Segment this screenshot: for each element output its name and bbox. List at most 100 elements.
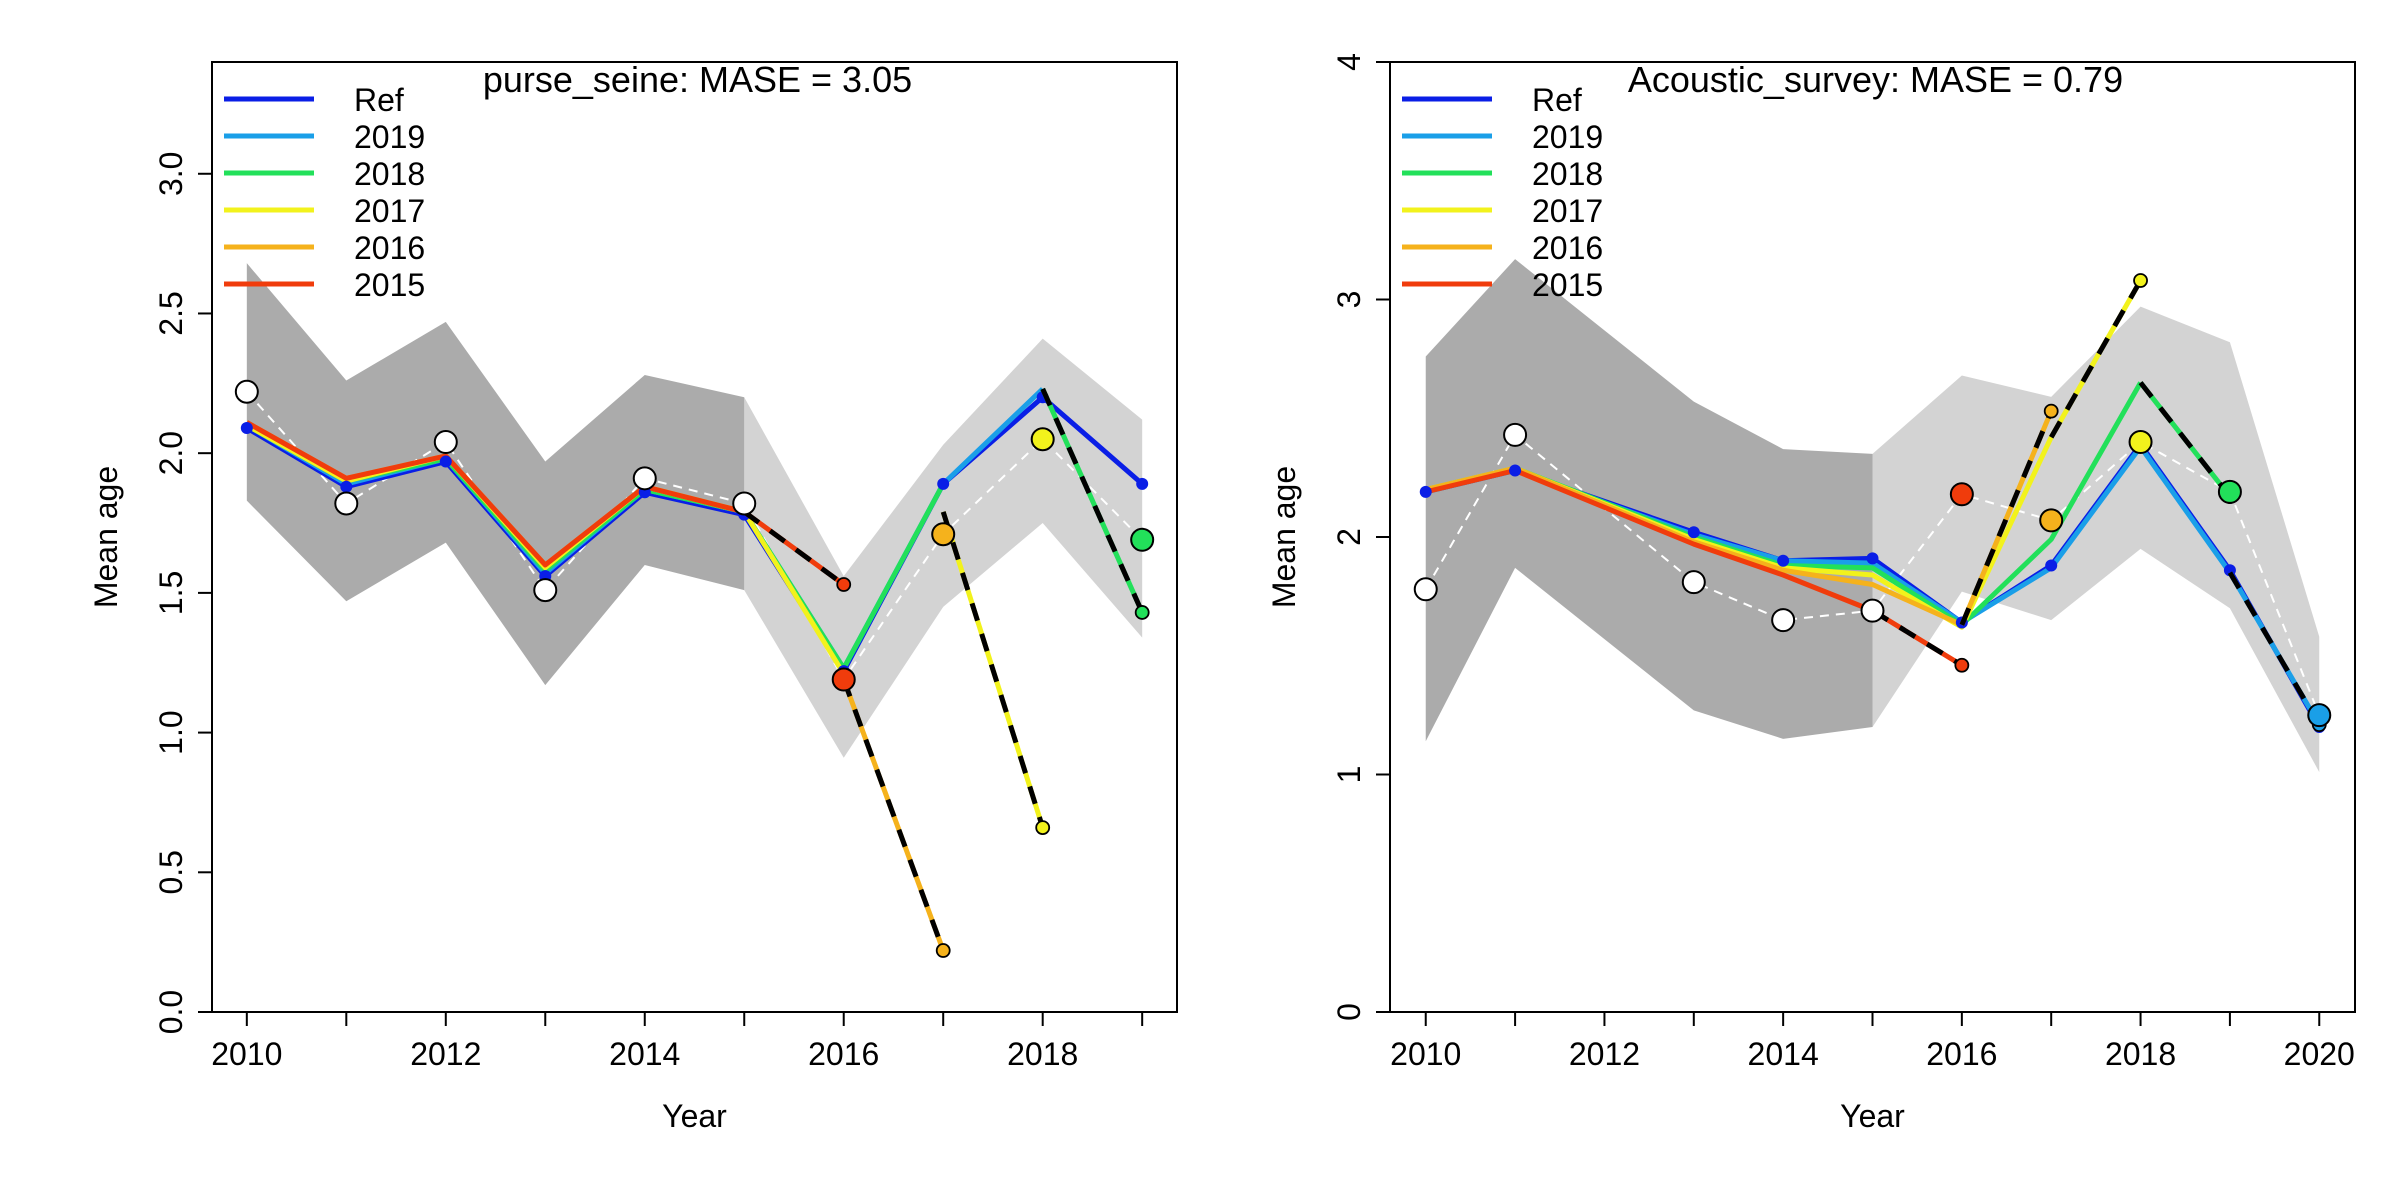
x-tick-label: 2016 — [1926, 1036, 1997, 1072]
observed-point — [2307, 703, 2332, 728]
y-tick-label: 2 — [1331, 528, 1367, 546]
observed-point — [1771, 608, 1796, 633]
hindcast-dash-2015 — [742, 509, 846, 587]
x-axis-title: Year — [662, 1098, 727, 1134]
hindcast-point-2017 — [1035, 820, 1051, 835]
hindcast-dash-2016 — [841, 678, 946, 952]
hindcast-point-2016 — [935, 943, 951, 958]
observed-point — [831, 667, 856, 692]
y-tick-label: 1.5 — [153, 571, 189, 615]
y-tick-label: 1.0 — [153, 710, 189, 754]
y-tick-label: 4 — [1331, 53, 1367, 71]
hindcast-point-2018 — [1134, 605, 1150, 620]
uncertainty-band-dark — [1425, 259, 1873, 742]
panel-2: 2010 2012 2014 2016 2018 2020 0 1 2 3 4 Year Mean ag… — [1266, 53, 2356, 1134]
observed-point — [1949, 482, 1974, 507]
hindcast-point-2016 — [2043, 403, 2059, 419]
observed-point — [334, 491, 359, 516]
series-line-2015 — [245, 420, 745, 568]
series-line-2015 — [1425, 468, 1874, 613]
uncertainty-band-light — [1872, 306, 2320, 773]
hindcast-dash-2018 — [1040, 387, 1145, 614]
legend-label: 2015 — [354, 267, 425, 303]
x-tick-label: 2018 — [2105, 1036, 2176, 1072]
observed-point — [1413, 577, 1438, 602]
x-tick-label: 2016 — [808, 1036, 879, 1072]
observed-point — [1030, 427, 1055, 452]
ref-point — [1777, 554, 1790, 567]
observed-point — [1130, 527, 1155, 552]
hindcast-dash-2017 — [940, 511, 1046, 829]
ref-point — [1687, 526, 1700, 539]
uncertainty-band-dark — [246, 263, 745, 686]
chart-title: Acoustic_survey: MASE = 0.79 — [1628, 59, 2123, 100]
y-tick-label: 0.0 — [153, 990, 189, 1034]
uncertainty-band-light — [744, 338, 1143, 758]
legend-label: Ref — [354, 82, 404, 118]
hindcast-dash-2016 — [1959, 410, 2054, 626]
legend-label: 2015 — [1532, 267, 1603, 303]
legend-label: 2017 — [354, 193, 425, 229]
hindcast-color-2017 — [2049, 279, 2143, 439]
ref-point — [240, 422, 253, 435]
observed-point — [533, 578, 558, 603]
observed-point — [2039, 508, 2064, 533]
chart-title: purse_seine: MASE = 3.05 — [483, 59, 912, 100]
ref-point — [1866, 552, 1879, 565]
x-tick-label: 2010 — [1390, 1036, 1461, 1072]
legend-label: 2018 — [1532, 156, 1603, 192]
panel-1: 2010 2012 2014 2016 2018 0.0 0.5 1.0 1.5 2.0 2.5 3.… — [88, 59, 1178, 1134]
y-axis-title: Mean age — [88, 466, 124, 608]
observed-point — [732, 491, 757, 516]
x-tick-label: 2014 — [609, 1036, 680, 1072]
observed-point — [234, 379, 259, 404]
hindcast-point-2015 — [1954, 657, 1970, 673]
ref-point — [2045, 559, 2058, 572]
x-tick-label: 2012 — [1569, 1036, 1640, 1072]
legend-label: 2019 — [1532, 119, 1603, 155]
y-axis-title: Mean age — [1266, 466, 1302, 608]
observed-point — [433, 430, 458, 454]
x-tick-label: 2018 — [1007, 1036, 1078, 1072]
hindcast-dash-2015 — [1871, 608, 1964, 668]
plot-frame — [211, 61, 1178, 1013]
observed-point — [1860, 598, 1885, 623]
series-line-ref — [245, 394, 1144, 674]
observed-point — [1681, 570, 1706, 595]
legend-label: 2019 — [354, 119, 425, 155]
y-tick-label: 3 — [1331, 291, 1367, 309]
observed-point — [2217, 479, 2242, 504]
ref-point — [340, 480, 353, 493]
y-tick-label: 2.0 — [153, 431, 189, 475]
observed-point — [632, 466, 657, 491]
legend-label: 2016 — [1532, 230, 1603, 266]
x-tick-label: 2012 — [410, 1036, 481, 1072]
plot-area — [234, 263, 1155, 958]
observed-point — [2128, 430, 2153, 454]
y-tick-label: 3.0 — [153, 152, 189, 196]
hindcast-point-2017 — [2133, 273, 2148, 288]
legend-label: Ref — [1532, 82, 1582, 118]
hindcast-color-2019 — [2227, 571, 2322, 726]
y-tick-label: 0 — [1331, 1003, 1367, 1021]
observed-point — [1503, 422, 1528, 447]
plot-area — [1413, 259, 2332, 773]
legend-label: 2016 — [354, 230, 425, 266]
legend-label: 2018 — [354, 156, 425, 192]
ref-point — [439, 455, 452, 468]
ref-point — [1136, 477, 1149, 490]
hindcast-dash-2018 — [2138, 381, 2232, 499]
y-tick-label: 0.5 — [153, 850, 189, 894]
x-tick-label: 2020 — [2284, 1036, 2355, 1072]
observed-point — [931, 522, 956, 547]
legend-label: 2017 — [1532, 193, 1603, 229]
x-axis-title: Year — [1840, 1098, 1905, 1134]
ref-point — [937, 477, 950, 490]
y-tick-label: 2.5 — [153, 291, 189, 335]
ref-point — [1509, 464, 1522, 477]
x-tick-label: 2014 — [1748, 1036, 1819, 1072]
hindcast-point-2015 — [836, 577, 852, 592]
x-tick-label: 2010 — [211, 1036, 282, 1072]
